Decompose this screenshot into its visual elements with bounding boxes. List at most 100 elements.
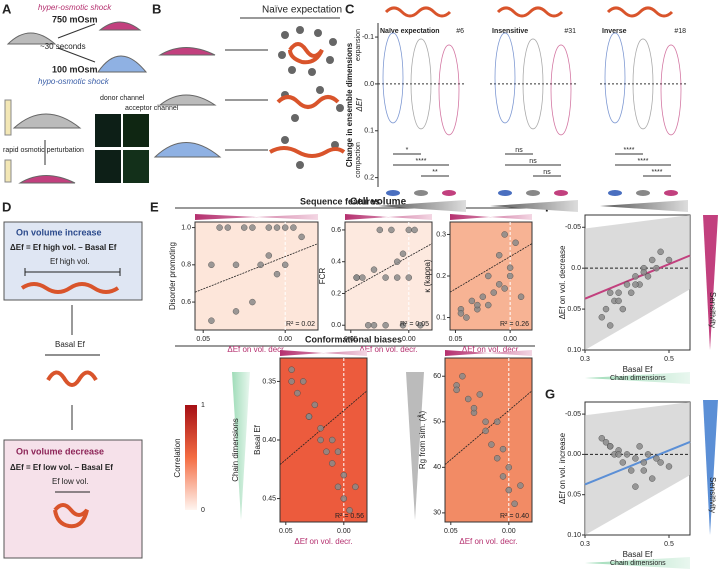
point: [399, 250, 407, 258]
point: [640, 459, 648, 466]
point: [265, 224, 273, 231]
chain: [269, 146, 346, 158]
point: [453, 386, 460, 394]
x-label: ΔEf on vol. decr.: [462, 345, 520, 354]
chain: [20, 282, 120, 294]
y-tick-label: 0.6: [181, 299, 191, 306]
panel-label: E: [150, 199, 159, 214]
x-label: ΔEf on vol. decr.: [359, 345, 417, 354]
strip: [445, 350, 532, 356]
acceptor-text: acceptor channel: [125, 105, 179, 112]
y-tick-label: 0.0: [364, 81, 374, 88]
volume-triangle: [378, 200, 466, 212]
point: [501, 231, 508, 238]
micrograph: [123, 114, 149, 147]
y-tick-label: 40: [433, 464, 441, 471]
group-id: #18: [674, 28, 686, 35]
x-tick-label: 0.5: [664, 356, 674, 363]
x-tick-label: 0.3: [580, 356, 590, 363]
chain: [53, 503, 89, 529]
y-tick-label: -0.05: [565, 224, 581, 231]
cell-icon: [386, 190, 400, 196]
group-id: #6: [456, 28, 464, 35]
decrease-term: Ef low vol.: [52, 477, 88, 486]
x-tick-label: 0.05: [279, 528, 293, 535]
point: [290, 224, 297, 231]
y-tick-label: 0.3: [436, 231, 446, 238]
violin: [410, 38, 432, 130]
cell-icon: [526, 190, 540, 196]
fit-line: [344, 243, 433, 293]
decrease-eq: ΔEf = Ef low vol. – Basal Ef: [10, 463, 113, 472]
point: [470, 404, 478, 412]
point: [399, 321, 407, 329]
chain-icon: [606, 6, 674, 18]
y-tick-label: 30: [433, 510, 441, 517]
point: [323, 448, 330, 455]
hypo-text: hypo-osmotic shock: [38, 77, 110, 86]
point: [382, 274, 389, 281]
point: [353, 274, 360, 281]
point: [388, 226, 395, 234]
point: [615, 451, 622, 458]
panel-label: D: [2, 199, 11, 214]
point: [623, 281, 631, 288]
point: [232, 261, 240, 269]
chain-triangle: [585, 557, 690, 569]
x-tick-label: 0.00: [503, 336, 517, 343]
y-label: κ (kappa): [423, 259, 432, 293]
point: [506, 264, 514, 271]
increase-term: Ef high vol.: [50, 257, 90, 266]
strip: [450, 214, 532, 220]
decrease-box: [3, 439, 143, 559]
sig-mark: ****: [416, 158, 427, 165]
span: [24, 268, 121, 276]
panel-c: C Change in ensemble dimensions ΔEf expa…: [345, 1, 407, 207]
point: [232, 308, 240, 315]
point: [499, 445, 507, 453]
basal: Basal Ef: [55, 340, 86, 349]
point: [627, 289, 635, 296]
y-tick-label: 0.45: [262, 495, 276, 502]
chain: [276, 95, 340, 109]
point: [606, 289, 614, 296]
point: [288, 366, 295, 373]
point: [288, 378, 295, 385]
point: [495, 251, 503, 259]
point: [517, 293, 525, 301]
expansion: expansion: [355, 29, 362, 61]
point: [334, 483, 342, 491]
point: [370, 266, 378, 273]
point: [294, 389, 301, 397]
point: [305, 413, 313, 420]
rg-triangle: [406, 372, 424, 520]
panel-label: A: [2, 1, 12, 16]
point: [298, 233, 305, 241]
y-tick-label: 0.4: [331, 259, 341, 266]
pipette: [4, 99, 12, 136]
point: [273, 270, 281, 278]
point: [648, 475, 656, 482]
point: [224, 224, 232, 231]
point: [328, 436, 336, 444]
x-label: Basal Ef: [623, 550, 654, 559]
cell: [98, 21, 142, 31]
point: [249, 298, 256, 306]
y-tick-label: -0.05: [565, 411, 581, 418]
point: [640, 269, 648, 276]
strip: [195, 214, 318, 220]
sig-mark: ****: [624, 147, 635, 154]
point: [249, 224, 256, 231]
r2: R² = 0.26: [500, 321, 529, 328]
point: [619, 305, 627, 313]
point: [485, 272, 492, 280]
point: [476, 391, 484, 398]
cell: [6, 32, 57, 45]
violin: [382, 32, 404, 124]
colorbar-tick: 0: [201, 507, 205, 514]
x-label: ΔEf on vol. decr.: [227, 345, 285, 354]
y-tick-label: 0.2: [436, 273, 446, 280]
colorbar: [185, 405, 197, 510]
point: [644, 451, 652, 458]
point: [615, 297, 622, 305]
